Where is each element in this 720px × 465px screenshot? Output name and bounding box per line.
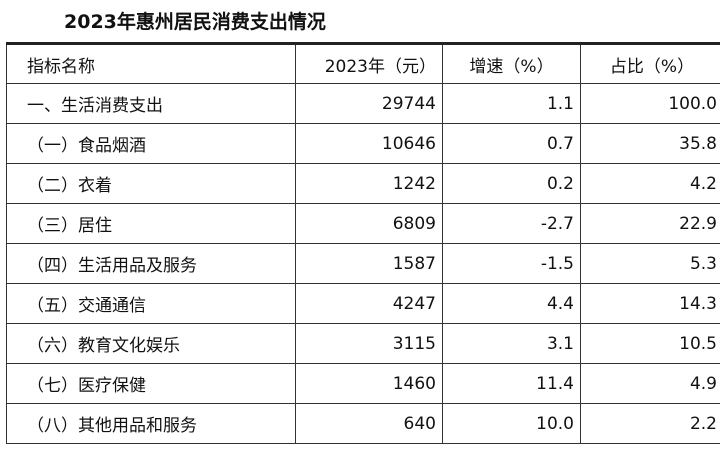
table-row: （一）食品烟酒 10646 0.7 35.8 xyxy=(6,123,720,164)
growth-cell: 11.4 xyxy=(442,363,581,404)
amount-cell: 6809 xyxy=(295,203,443,244)
table-row: （五）交通通信 4247 4.4 14.3 xyxy=(6,283,720,324)
indicator-cell: （二）衣着 xyxy=(6,163,296,204)
consumption-table: 指标名称 2023年（元） 增速（%） 占比（%） 一、生活消费支出 29744 1… xyxy=(6,42,720,444)
amount-cell: 640 xyxy=(295,403,443,444)
indicator-cell: 一、生活消费支出 xyxy=(6,83,296,124)
indicator-cell: （五）交通通信 xyxy=(6,283,296,324)
header-cell: 指标名称 xyxy=(6,42,296,84)
table-header-row: 指标名称 2023年（元） 增速（%） 占比（%） xyxy=(6,42,720,84)
growth-cell: 3.1 xyxy=(442,323,581,364)
growth-cell: 0.2 xyxy=(442,163,581,204)
share-cell: 2.2 xyxy=(580,403,720,444)
amount-cell: 4247 xyxy=(295,283,443,324)
header-cell: 2023年（元） xyxy=(295,42,443,84)
share-cell: 5.3 xyxy=(580,243,720,284)
amount-cell: 1587 xyxy=(295,243,443,284)
indicator-cell: （四）生活用品及服务 xyxy=(6,243,296,284)
share-cell: 35.8 xyxy=(580,123,720,164)
amount-cell: 10646 xyxy=(295,123,443,164)
share-cell: 4.9 xyxy=(580,363,720,404)
share-cell: 14.3 xyxy=(580,283,720,324)
indicator-cell: （一）食品烟酒 xyxy=(6,123,296,164)
growth-cell: 0.7 xyxy=(442,123,581,164)
growth-cell: 4.4 xyxy=(442,283,581,324)
table-row: （七）医疗保健 1460 11.4 4.9 xyxy=(6,363,720,404)
share-cell: 22.9 xyxy=(580,203,720,244)
table-row: （四）生活用品及服务 1587 -1.5 5.3 xyxy=(6,243,720,284)
amount-cell: 1460 xyxy=(295,363,443,404)
header-cell: 占比（%） xyxy=(580,42,720,84)
table-row: （八）其他用品和服务 640 10.0 2.2 xyxy=(6,403,720,444)
growth-cell: -1.5 xyxy=(442,243,581,284)
share-cell: 10.5 xyxy=(580,323,720,364)
page-title: 2023年惠州居民消费支出情况 xyxy=(64,11,326,33)
table-row: 一、生活消费支出 29744 1.1 100.0 xyxy=(6,83,720,124)
growth-cell: -2.7 xyxy=(442,203,581,244)
indicator-cell: （三）居住 xyxy=(6,203,296,244)
amount-cell: 3115 xyxy=(295,323,443,364)
header-cell: 增速（%） xyxy=(442,42,581,84)
table-row: （三）居住 6809 -2.7 22.9 xyxy=(6,203,720,244)
share-cell: 4.2 xyxy=(580,163,720,204)
amount-cell: 1242 xyxy=(295,163,443,204)
amount-cell: 29744 xyxy=(295,83,443,124)
growth-cell: 10.0 xyxy=(442,403,581,444)
table-row: （二）衣着 1242 0.2 4.2 xyxy=(6,163,720,204)
indicator-cell: （七）医疗保健 xyxy=(6,363,296,404)
indicator-cell: （八）其他用品和服务 xyxy=(6,403,296,444)
share-cell: 100.0 xyxy=(580,83,720,124)
table-row: （六）教育文化娱乐 3115 3.1 10.5 xyxy=(6,323,720,364)
indicator-cell: （六）教育文化娱乐 xyxy=(6,323,296,364)
growth-cell: 1.1 xyxy=(442,83,581,124)
